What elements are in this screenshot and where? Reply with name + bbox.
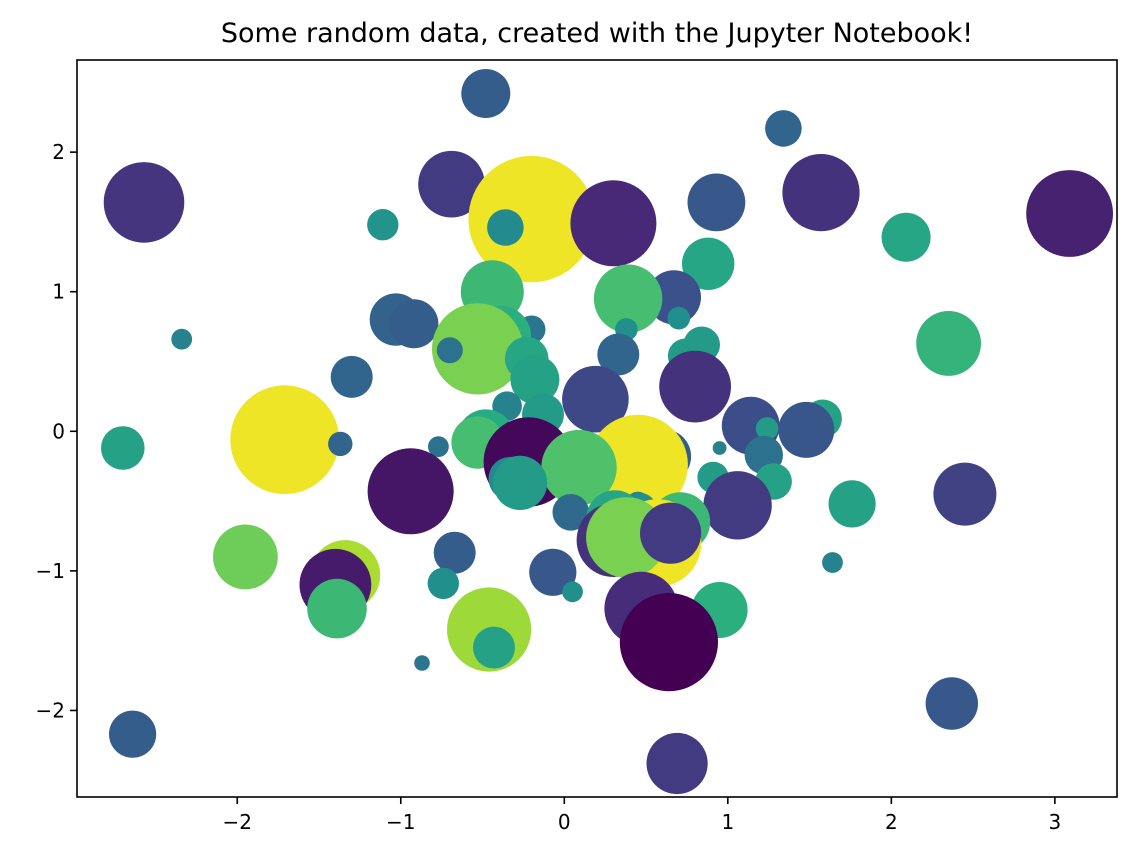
x-tick-label: −2: [223, 810, 252, 834]
scatter-point-33: [562, 365, 629, 433]
data-points: [101, 69, 1113, 795]
scatter-point-14: [646, 270, 702, 325]
scatter-point-0: [461, 69, 511, 118]
y-axis: −2 −1 0 1 2: [36, 140, 77, 722]
scatter-point-60: [703, 471, 772, 540]
scatter-point-62: [828, 480, 876, 528]
scatter-point-11: [881, 212, 931, 262]
scatter-point-23: [916, 311, 981, 376]
scatter-point-25: [432, 303, 524, 395]
scatter-point-8: [570, 180, 657, 267]
scatter-point-3: [782, 154, 860, 232]
scatter-point-91: [646, 732, 708, 795]
axes-frame: [76, 59, 1118, 798]
scatter-point-88: [414, 655, 430, 671]
scatter-point-51: [587, 414, 688, 515]
scatter-point-45: [101, 426, 145, 470]
scatter-point-32: [659, 350, 731, 423]
scatter-point-9: [367, 209, 399, 241]
scatter-point-30: [330, 355, 373, 398]
scatter-point-41: [230, 385, 340, 495]
scatter-point-5: [687, 173, 746, 232]
scatter-point-44: [328, 431, 353, 457]
scatter-point-64: [552, 494, 590, 531]
y-tick-label: 0: [52, 419, 65, 443]
scatter-point-18: [667, 306, 691, 330]
scatter-point-38: [778, 401, 835, 458]
scatter-point-71: [640, 502, 702, 564]
y-tick-label: 1: [52, 280, 65, 304]
scatter-point-26: [597, 333, 640, 376]
scatter-point-28: [436, 337, 463, 364]
x-tick-label: 3: [1048, 810, 1061, 834]
chart-title: Some random data, created with the Jupyt…: [221, 18, 973, 49]
x-tick-label: −1: [386, 810, 415, 834]
scatter-point-7: [468, 155, 595, 283]
x-tick-label: 0: [558, 810, 571, 834]
scatter-point-6: [1026, 170, 1113, 257]
scatter-point-59: [933, 462, 997, 526]
scatter-point-39: [755, 417, 779, 440]
scatter-point-17: [389, 299, 439, 349]
x-tick-label: 2: [885, 810, 898, 834]
scatter-point-47: [712, 441, 727, 455]
x-tick-label: 1: [721, 810, 734, 834]
y-tick-label: 2: [52, 140, 65, 164]
scatter-point-79: [562, 581, 583, 603]
scatter-point-58: [367, 448, 454, 535]
scatter-point-78: [427, 567, 459, 600]
scatter-point-22: [171, 328, 193, 350]
x-axis: −2 −1 0 1 2 3: [223, 797, 1061, 834]
scatter-point-75: [529, 548, 577, 596]
scatter-point-10: [487, 209, 524, 246]
scatter-point-87: [619, 593, 719, 692]
y-tick-label: −2: [36, 698, 65, 722]
y-tick-label: −1: [36, 559, 65, 583]
scatter-point-76: [822, 552, 843, 573]
scatter-point-52: [541, 429, 617, 506]
scatter-point-90: [109, 710, 157, 758]
scatter-point-72: [433, 531, 476, 574]
scatter-point-2: [418, 150, 485, 218]
scatter-point-55: [492, 455, 548, 510]
scatter-point-1: [765, 110, 802, 147]
scatter-point-89: [925, 677, 978, 730]
scatter-point-73: [213, 524, 278, 590]
scatter-point-81: [307, 578, 367, 639]
scatter-point-31: [510, 355, 560, 405]
scatter-point-4: [103, 162, 185, 243]
scatter-point-15: [593, 264, 663, 333]
scatter-point-12: [682, 237, 735, 290]
scatter-point-85: [473, 626, 515, 669]
scatter-point-46: [428, 436, 449, 457]
